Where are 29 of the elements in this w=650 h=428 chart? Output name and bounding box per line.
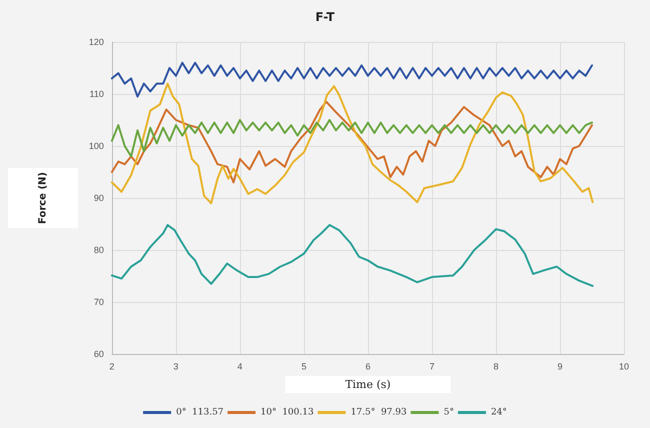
chart-title: F-T [315,10,336,24]
line-series [110,119,593,158]
legend-label: 17.5° 97.93 [350,408,407,418]
x-tick-label: 6 [365,362,370,372]
line-series [110,62,593,98]
legend-label: 10° 100.13 [260,408,314,418]
x-tick-label: 8 [493,362,498,372]
x-tick-label: 4 [237,362,242,372]
y-tick-label: 80 [94,245,104,255]
y-axis-title: Force (N) [38,172,48,224]
line-series [110,82,594,204]
y-tick-label: 70 [94,297,104,307]
legend-label: 5° [444,408,454,418]
x-axis-title: Time (s) [345,378,391,391]
y-tick-label: 60 [94,349,104,359]
y-tick-label: 90 [94,193,104,203]
x-tick-label: 7 [429,362,434,372]
x-tick-label: 10 [618,362,630,372]
legend-label: 0° 113.57 [176,408,224,418]
x-tick-label: 3 [173,362,178,372]
x-tick-label: 9 [557,362,562,372]
line-series [110,100,593,184]
y-tick-label: 120 [88,37,104,47]
x-tick-label: 5 [301,362,306,372]
y-tick-label: 100 [88,141,104,151]
x-tick-label: 2 [109,362,114,372]
line-series [110,224,594,287]
y-tick-label: 110 [90,89,104,99]
legend-label: 24° [490,408,507,418]
